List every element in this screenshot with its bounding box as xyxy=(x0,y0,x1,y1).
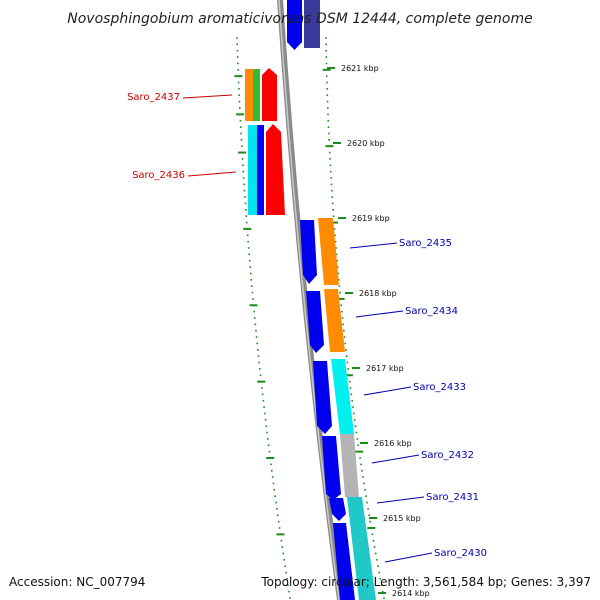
kbp-position-labels: 2621 kbp 2620 kbp 2619 kbp 2618 kbp 2617 kbp… xyxy=(327,64,430,598)
reverse-gene-leader xyxy=(187,171,237,177)
partial-gene-top[interactable] xyxy=(287,0,320,50)
kbp-label: 2619 kbp xyxy=(352,214,390,223)
forward-gene-label[interactable]: Saro_2435 xyxy=(399,238,452,249)
forward-gene-leader xyxy=(363,386,412,396)
gene-saro-2436[interactable] xyxy=(248,124,285,215)
forward-gene-leader xyxy=(376,496,425,504)
outer-tick-ring xyxy=(234,37,291,599)
kbp-label: 2618 kbp xyxy=(359,289,397,298)
forward-gene-label[interactable]: Saro_2430 xyxy=(434,548,487,559)
forward-gene-leader xyxy=(355,310,404,318)
gene-saro-2434[interactable] xyxy=(306,289,345,353)
map-title: Novosphingobium aromaticivorans DSM 1244… xyxy=(67,11,532,27)
gene-labels: Saro_2437 Saro_2436 Saro_2435 Saro_2434 Saro… xyxy=(127,92,487,563)
reverse-gene-leader xyxy=(182,94,233,99)
forward-gene-leader xyxy=(371,454,420,464)
kbp-label: 2617 kbp xyxy=(366,364,404,373)
kbp-label: 2616 kbp xyxy=(374,439,412,448)
kbp-label: 2621 kbp xyxy=(341,64,379,73)
gene-saro-2431[interactable] xyxy=(329,498,346,521)
reverse-gene-label[interactable]: Saro_2436 xyxy=(132,170,185,181)
forward-gene-leader xyxy=(384,552,433,563)
topology-text: Topology: circular; Length: 3,561,584 bp… xyxy=(260,575,591,589)
forward-gene-label[interactable]: Saro_2434 xyxy=(405,306,458,317)
gene-saro-2433[interactable] xyxy=(313,359,354,434)
accession-text: Accession: NC_007794 xyxy=(9,575,145,589)
forward-gene-label[interactable]: Saro_2431 xyxy=(426,492,479,503)
genome-backbone-highlight xyxy=(278,0,340,600)
kbp-label: 2620 kbp xyxy=(347,139,385,148)
gene-saro-2437[interactable] xyxy=(245,68,277,121)
kbp-label: 2615 kbp xyxy=(383,514,421,523)
forward-gene-label[interactable]: Saro_2433 xyxy=(413,382,466,393)
reverse-gene-label[interactable]: Saro_2437 xyxy=(127,92,180,103)
gene-saro-2430[interactable] xyxy=(333,497,376,600)
gene-saro-2432[interactable] xyxy=(322,434,359,500)
forward-gene-label[interactable]: Saro_2432 xyxy=(421,450,474,461)
forward-gene-leader xyxy=(349,242,398,249)
kbp-label: 2614 kbp xyxy=(392,589,430,598)
gene-saro-2435[interactable] xyxy=(300,218,339,285)
genome-backbone xyxy=(277,0,343,600)
